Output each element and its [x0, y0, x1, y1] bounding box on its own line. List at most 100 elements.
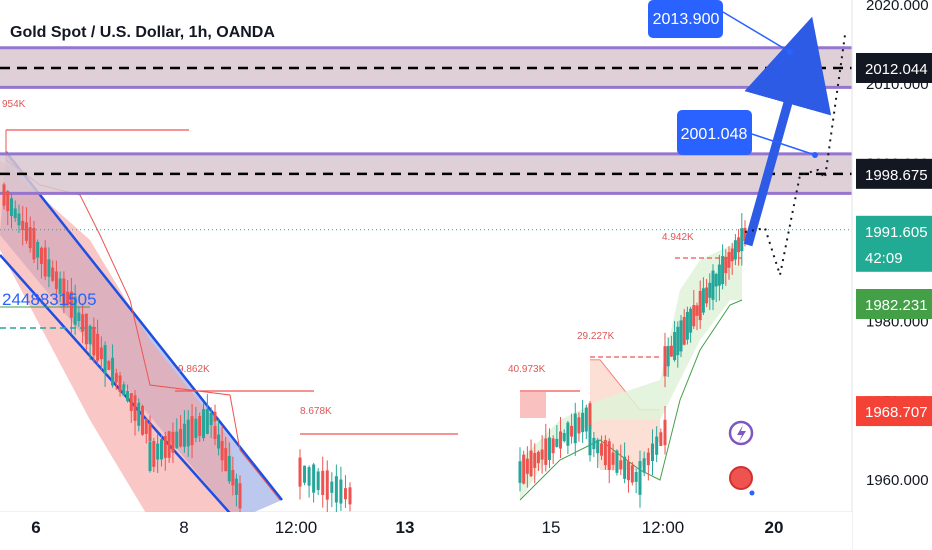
candle-body-63: [231, 469, 235, 486]
candle-body-46: [171, 431, 175, 453]
candle-body-24: [92, 326, 96, 356]
plot-area: 954K 9.862K 8.678K 40.973K 29.227K 4.942K 2448…: [0, 16, 852, 512]
x-axis-panel: [0, 512, 852, 550]
candle-body-80: [525, 458, 529, 474]
channel-lower-line: [0, 254, 231, 512]
order-block: [520, 392, 546, 418]
candle-body-107: [623, 456, 627, 479]
candle-body-109: [630, 465, 634, 483]
channel-red-area: [0, 160, 239, 512]
candle-body-95: [581, 412, 585, 433]
candle-body-141: [733, 240, 737, 260]
candle-body-4: [17, 213, 21, 226]
candle-body-16: [62, 278, 66, 307]
candle-body-19: [73, 296, 77, 325]
candle-body-144: [743, 227, 747, 242]
candle-body-86: [547, 437, 551, 461]
candle-body-102: [603, 440, 607, 466]
candle-body-105: [615, 450, 619, 473]
candle-body-12: [47, 259, 51, 277]
candle-body-132: [705, 287, 709, 304]
candle-body-5: [21, 220, 25, 231]
volume-label-4: 29.227K: [577, 331, 615, 342]
candle-body-110: [634, 472, 638, 482]
candle-body-89: [559, 431, 563, 449]
price-tag-label-2: 1991.605: [865, 224, 928, 241]
candle-body-106: [619, 460, 623, 470]
price-tag-4: [856, 396, 932, 427]
candle-body-9: [36, 241, 40, 258]
chart-title: Gold Spot / U.S. Dollar, 1h, OANDA: [10, 24, 275, 41]
volume-label-2: 8.678K: [300, 406, 332, 417]
candle-body-82: [533, 452, 537, 468]
supertrend-green-line: [519, 299, 743, 501]
candle-body-130: [698, 290, 702, 321]
candle-body-97: [588, 403, 592, 431]
candle-body-61: [224, 448, 228, 472]
candle-body-93: [573, 413, 577, 444]
volume-label-1: 9.862K: [178, 364, 210, 375]
volume-label-0: 954K: [2, 99, 26, 110]
candle-body-22: [84, 313, 88, 345]
candle-body-64: [234, 478, 238, 495]
candle-body-43: [159, 439, 163, 460]
x-tick-0: 6: [31, 518, 40, 537]
x-tick-1: 8: [179, 518, 188, 537]
candle-body-28: [107, 361, 111, 370]
candle-body-135: [714, 273, 718, 287]
candle-body-34: [129, 393, 133, 411]
price-tag-sub-2: 42:09: [865, 250, 903, 267]
candle-body-96: [584, 407, 588, 432]
candle-body-83: [536, 451, 540, 464]
candle-body-136: [717, 264, 721, 286]
candle-body-45: [167, 431, 171, 458]
candle-body-139: [727, 252, 731, 268]
candle-body-39: [148, 424, 152, 441]
candle-body-33: [126, 390, 130, 401]
price-tag-2: [856, 215, 932, 272]
y-tick-5: 1960.000: [866, 472, 929, 489]
us-flag-icon: [729, 466, 753, 490]
candle-body-23: [88, 325, 92, 345]
candle-body-114: [646, 452, 650, 466]
candle-body-60: [220, 440, 224, 461]
candle-body-66: [298, 457, 302, 487]
candle-body-13: [51, 267, 55, 281]
candle-body-21: [81, 314, 85, 332]
candle-body-138: [724, 256, 728, 274]
candle-body-128: [692, 305, 696, 327]
candle-body-36: [137, 402, 141, 426]
price-tag-label-3: 1982.231: [865, 297, 928, 314]
candle-body-143: [740, 228, 744, 252]
candle-body-26: [99, 347, 103, 360]
candle-body-20: [77, 312, 81, 322]
supertrend-green-fill: [520, 240, 742, 500]
candle-body-113: [642, 458, 646, 473]
candle-body-25: [96, 333, 100, 361]
channel-upper-line: [5, 151, 283, 501]
candle-body-59: [217, 434, 221, 449]
candle-body-65: [238, 483, 242, 509]
candle-body-123: [676, 326, 680, 356]
candle-body-94: [577, 417, 581, 434]
candle-body-131: [701, 288, 705, 313]
candle-body-27: [103, 345, 107, 374]
candle-body-92: [570, 425, 574, 437]
candle-body-18: [69, 291, 73, 318]
candle-body-77: [348, 487, 352, 505]
candle-body-72: [325, 470, 329, 500]
callout-box-0: [648, 0, 723, 38]
candle-body-99: [592, 437, 596, 450]
candle-body-15: [58, 278, 62, 295]
callout-leader-1: [751, 133, 816, 156]
candle-body-41: [152, 440, 156, 467]
candle-body-17: [66, 291, 70, 306]
candle-body-116: [655, 436, 659, 455]
candle-body-51: [190, 416, 194, 446]
price-tag-label-4: 1968.707: [865, 404, 928, 421]
x-tick-4: 15: [542, 518, 561, 537]
projection-arrow: [743, 16, 832, 247]
